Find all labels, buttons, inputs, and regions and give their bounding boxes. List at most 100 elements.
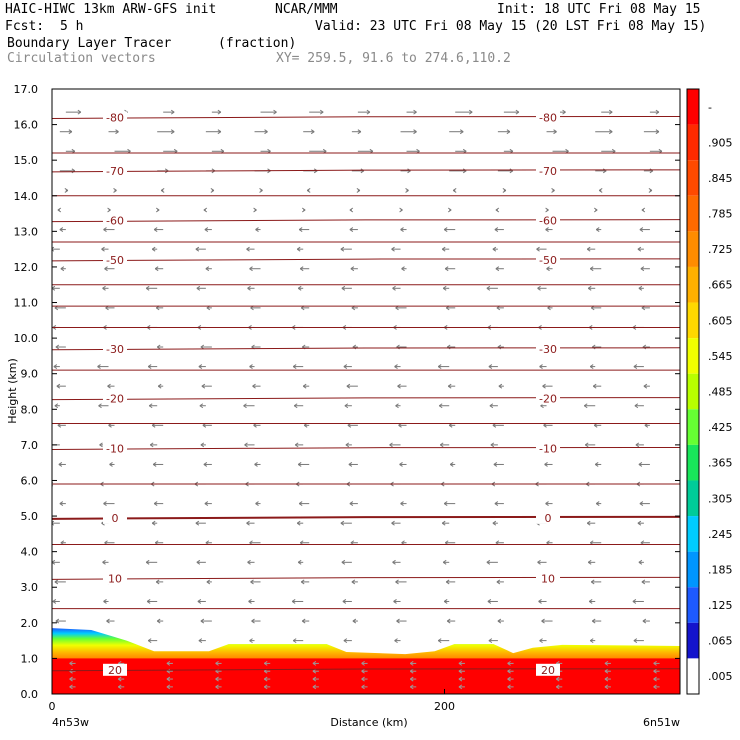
wind-vector <box>601 109 613 115</box>
wind-vector <box>299 266 310 272</box>
wind-vector <box>55 618 66 624</box>
y-tick-label: 1.0 <box>21 652 39 665</box>
y-tick-label: 12.0 <box>14 261 39 274</box>
y-tick-label: 16.0 <box>14 119 39 132</box>
colorbar-swatch <box>687 622 699 659</box>
wind-vector <box>635 442 644 448</box>
isotherm-line <box>52 607 680 610</box>
colorbar-label: .185 <box>708 563 733 576</box>
wind-vector <box>247 559 255 565</box>
y-axis-label: Height (km) <box>6 358 19 424</box>
colorbar-swatch <box>687 195 699 232</box>
wind-vector <box>633 364 644 370</box>
wind-vector <box>641 207 646 213</box>
y-tick-label: 5.0 <box>21 510 39 523</box>
wind-vector <box>201 383 212 389</box>
wind-vector <box>246 246 255 252</box>
wind-vector <box>587 559 596 565</box>
wind-vector <box>300 579 310 585</box>
isotherm-label-bg <box>536 342 560 355</box>
wind-vector <box>653 676 660 682</box>
wind-vector <box>489 403 498 409</box>
wind-vector <box>507 684 514 690</box>
isotherm-label-bg <box>536 111 560 124</box>
wind-vector <box>205 129 222 135</box>
wind-vector <box>350 266 358 272</box>
field-units: (fraction) <box>218 36 297 51</box>
wind-vector <box>346 383 358 389</box>
wind-vector <box>497 129 511 135</box>
wind-vector <box>55 344 66 350</box>
isotherm-label-bg <box>103 111 127 124</box>
x-tick-label: 200 <box>434 700 455 713</box>
wind-vector <box>198 364 206 370</box>
wind-vector <box>203 462 212 467</box>
wind-vector <box>263 676 271 682</box>
isotherm-label: -60 <box>539 215 557 228</box>
isotherm-line <box>52 194 680 197</box>
wind-vector <box>544 462 553 467</box>
wind-vector <box>341 559 352 565</box>
isotherm-line <box>52 483 680 485</box>
isotherm-label-bg <box>536 253 560 266</box>
wind-vector <box>587 285 596 291</box>
wind-vector <box>441 246 450 252</box>
wind-vector <box>648 188 653 193</box>
wind-vector <box>449 462 456 467</box>
wind-vector <box>649 109 660 115</box>
colorbar-label: .245 <box>708 528 733 541</box>
wind-vector <box>496 579 504 585</box>
wind-vector <box>497 618 504 624</box>
wind-vector <box>56 383 66 389</box>
wind-vector <box>341 285 352 291</box>
x-tick-label: 0 <box>49 700 56 713</box>
wind-vector <box>409 676 417 682</box>
wind-vector <box>507 668 514 674</box>
isotherm-label-bg <box>103 572 127 585</box>
wind-vector <box>60 266 66 272</box>
wind-vector <box>604 660 611 666</box>
wind-vector <box>107 383 115 389</box>
isotherm-label: -10 <box>539 442 557 455</box>
wind-vector <box>149 442 158 448</box>
wind-vector <box>147 638 158 644</box>
wind-vector <box>503 109 520 115</box>
wind-vector <box>394 364 401 370</box>
wind-vector <box>297 559 304 565</box>
y-tick-label: 11.0 <box>14 297 39 310</box>
wind-vector <box>196 285 206 291</box>
wind-vector <box>113 188 117 193</box>
wind-vector <box>301 618 310 624</box>
wind-vector <box>196 559 206 565</box>
wind-vector <box>396 618 407 624</box>
wind-vector <box>541 618 553 624</box>
wind-vector <box>97 364 109 370</box>
isotherm-label-bg <box>103 663 127 676</box>
wind-vector <box>248 599 255 604</box>
wind-vector <box>443 227 456 232</box>
colorbar-swatch <box>687 551 699 588</box>
y-tick-label: 2.0 <box>21 617 39 630</box>
wind-vector <box>58 462 66 467</box>
wind-vector <box>486 285 498 291</box>
wind-vector <box>447 383 456 389</box>
wind-vector <box>254 129 268 135</box>
wind-vector <box>400 168 411 174</box>
wind-vector <box>588 599 596 604</box>
wind-vector <box>392 285 401 291</box>
wind-vector <box>340 246 352 252</box>
wind-vector <box>259 188 263 193</box>
isotherm-label-bg <box>103 164 127 177</box>
wind-vector <box>591 344 602 350</box>
wind-vector <box>604 684 611 690</box>
wind-vector <box>306 188 311 193</box>
wind-vector <box>69 676 76 682</box>
wind-vector <box>65 109 82 115</box>
wind-vector <box>199 403 206 409</box>
colorbar-label: .065 <box>708 635 733 648</box>
wind-vector <box>349 227 358 232</box>
wind-vector <box>361 676 368 682</box>
wind-vector <box>244 442 255 448</box>
wind-vector <box>348 462 358 467</box>
isotherm-line <box>52 515 680 520</box>
